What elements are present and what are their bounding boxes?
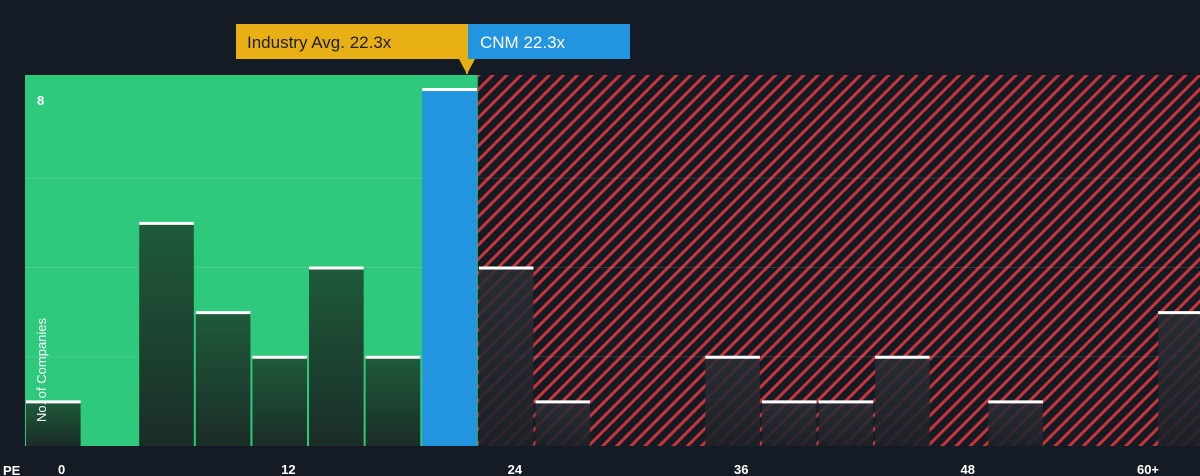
bar bbox=[309, 267, 364, 446]
bar-cap bbox=[818, 400, 874, 404]
bar-cap bbox=[988, 400, 1043, 404]
company-callout-box bbox=[467, 24, 630, 59]
bars-group bbox=[26, 88, 1200, 446]
industry-avg-label: Industry Avg. 22.3x bbox=[247, 33, 392, 52]
bar bbox=[705, 356, 760, 446]
bar bbox=[365, 356, 421, 446]
x-tick-labels: 0 12 24 36 48 60+ bbox=[58, 462, 1159, 476]
bar-cap bbox=[1158, 311, 1200, 315]
bar bbox=[195, 312, 251, 446]
bar-cap bbox=[252, 355, 308, 359]
bar-cap bbox=[761, 400, 817, 404]
company-label: CNM 22.3x bbox=[480, 33, 566, 52]
bar-cap bbox=[875, 355, 930, 359]
bar bbox=[26, 401, 81, 446]
bar-cap bbox=[422, 88, 477, 91]
bar bbox=[1158, 312, 1200, 446]
x-tick-label: 48 bbox=[960, 462, 974, 476]
bar bbox=[761, 401, 817, 446]
industry-avg-callout-box bbox=[236, 24, 467, 59]
y-axis-title: No. of Companies bbox=[34, 317, 49, 422]
bar-cap bbox=[139, 221, 194, 225]
bar-cap bbox=[309, 266, 364, 270]
bar bbox=[818, 401, 874, 446]
bar-cap bbox=[535, 400, 591, 404]
bar bbox=[988, 401, 1043, 446]
y-tick-label-8: 8 bbox=[37, 93, 44, 108]
x-axis-title: PE bbox=[3, 463, 21, 476]
x-tick-label: 12 bbox=[281, 462, 295, 476]
bar bbox=[139, 222, 194, 446]
bar-cap bbox=[26, 400, 81, 404]
x-tick-label: 60+ bbox=[1137, 462, 1159, 476]
bar-cap bbox=[195, 311, 251, 315]
x-tick-label: 24 bbox=[508, 462, 523, 476]
bar bbox=[478, 267, 534, 446]
bar bbox=[535, 401, 591, 446]
callouts: Industry Avg. 22.3x CNM 22.3x bbox=[236, 24, 630, 74]
bar bbox=[875, 356, 930, 446]
bar bbox=[252, 356, 308, 446]
bar-company bbox=[422, 89, 477, 446]
bar-cap bbox=[478, 266, 534, 270]
x-tick-label: 0 bbox=[58, 462, 65, 476]
x-tick-label: 36 bbox=[734, 462, 748, 476]
overvalued-zone bbox=[477, 75, 1200, 446]
bar-cap bbox=[705, 355, 760, 359]
bar-cap bbox=[365, 355, 421, 359]
